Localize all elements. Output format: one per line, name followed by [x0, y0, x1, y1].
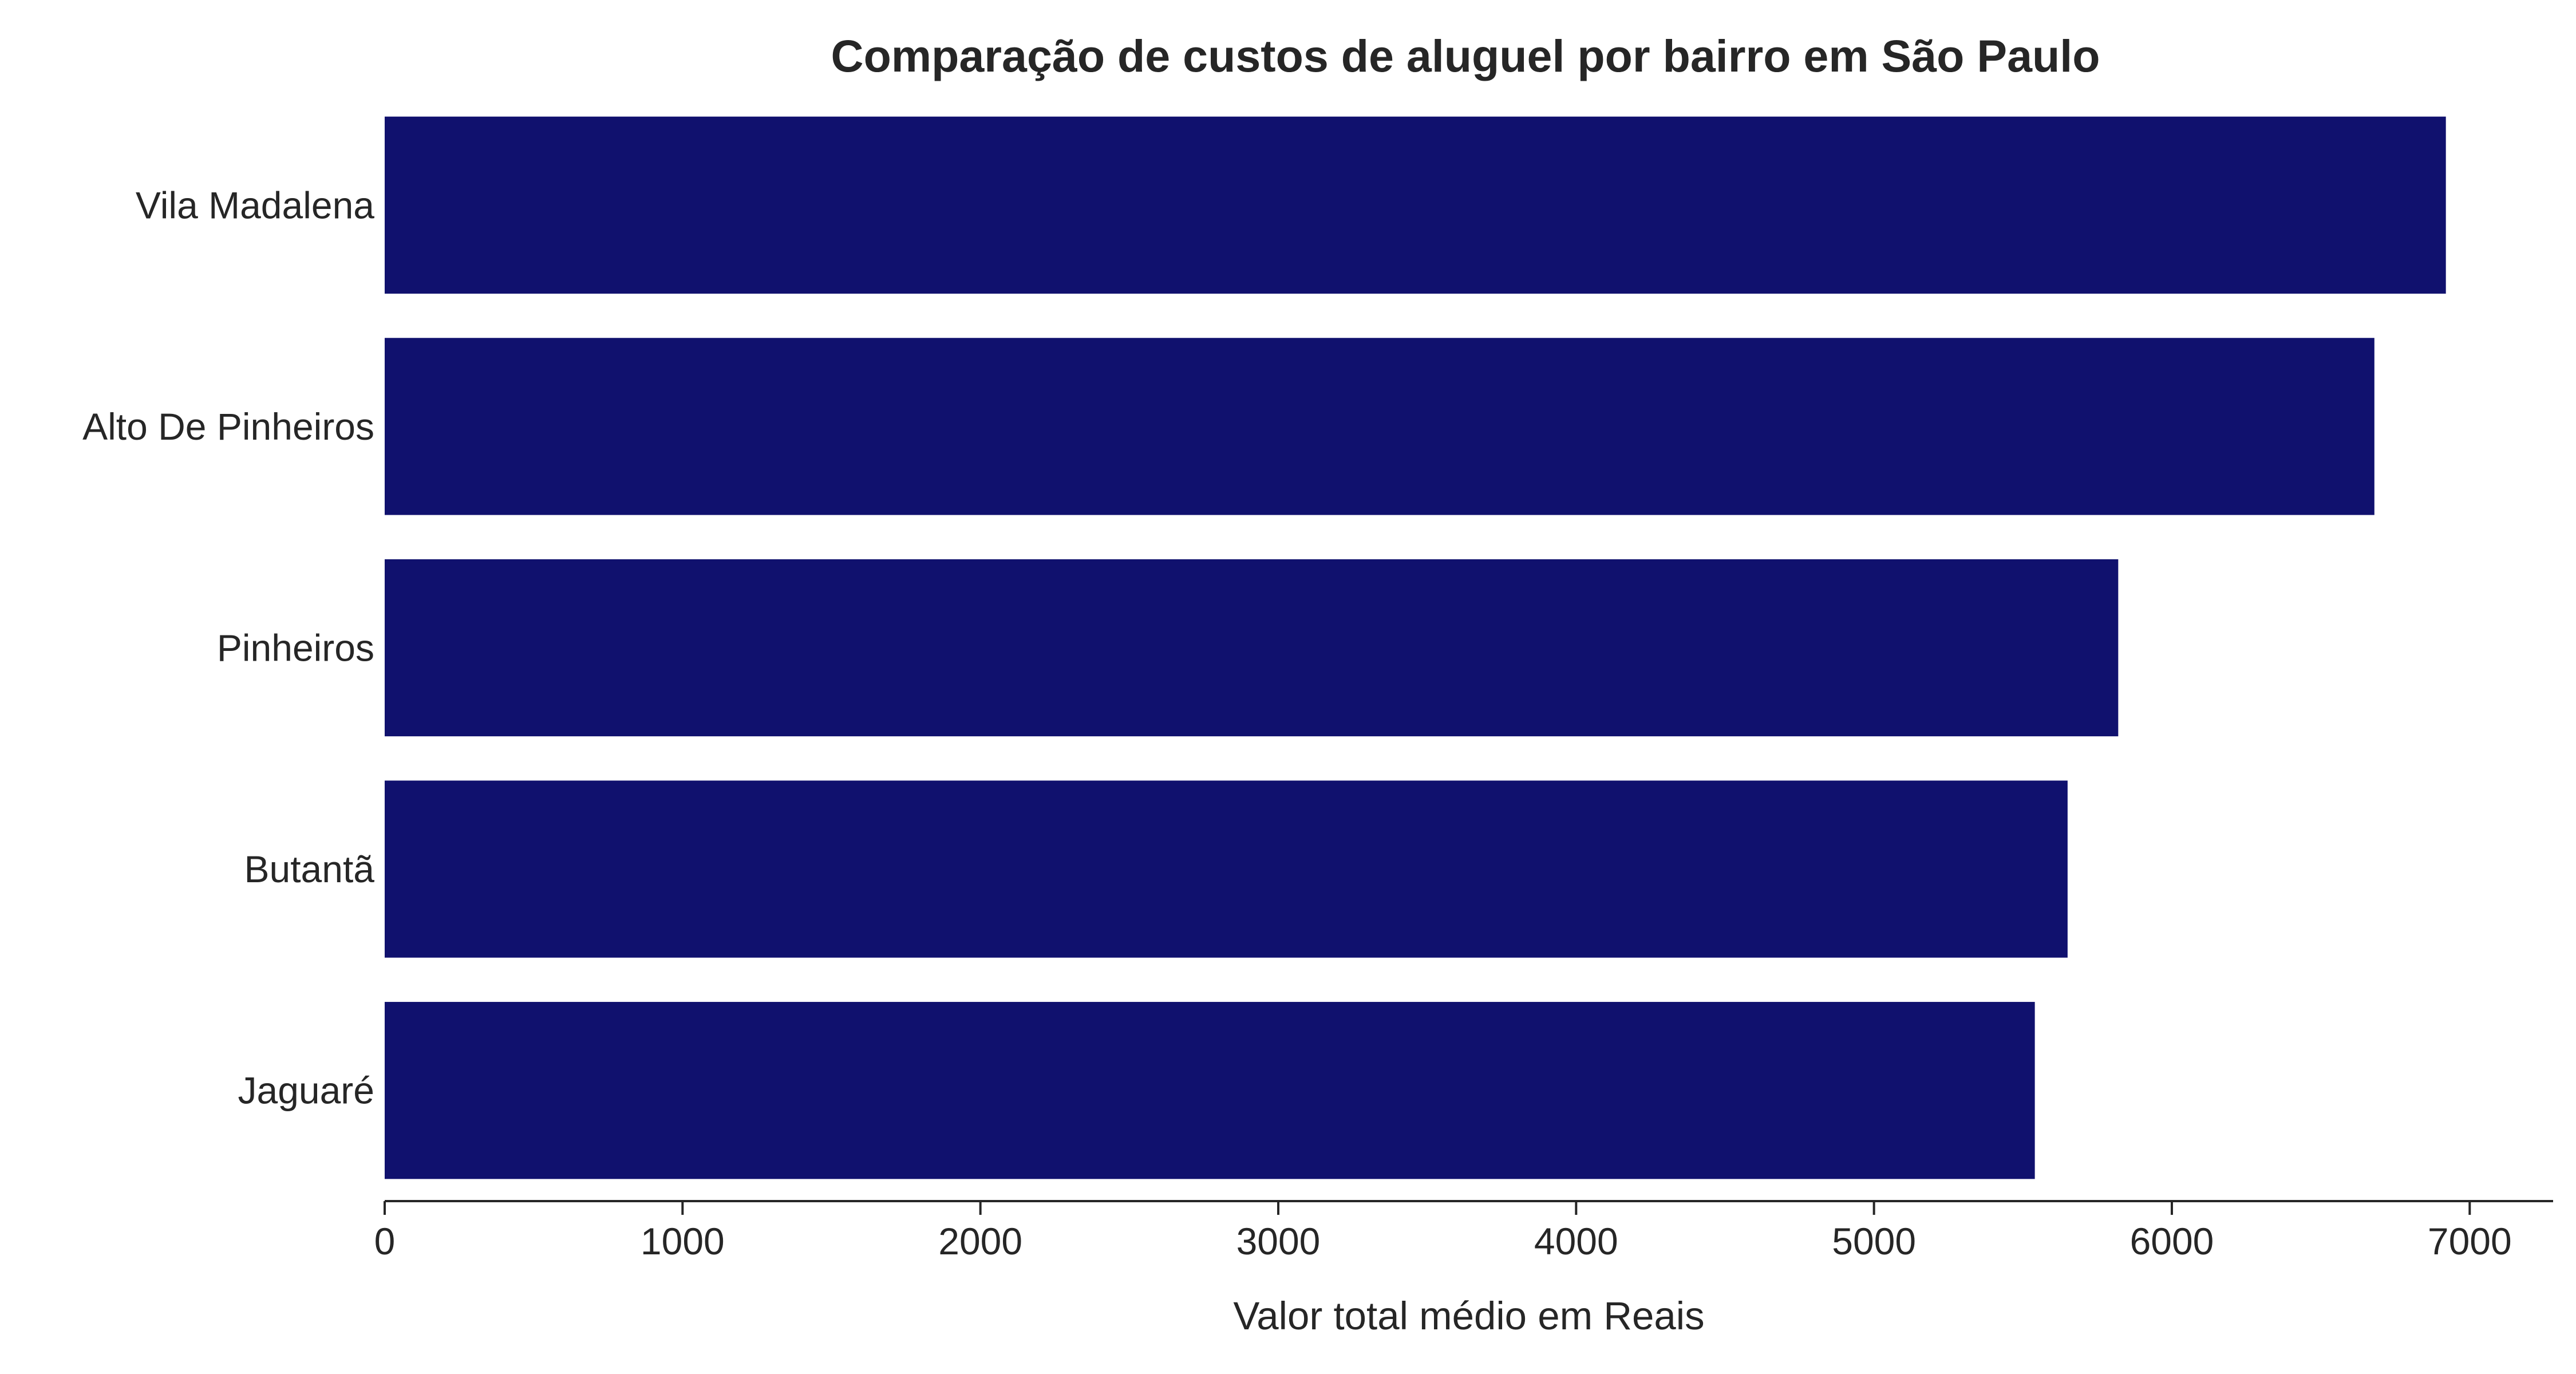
bar-1 [385, 338, 2374, 515]
y-tick-labels: Vila Madalena Alto De Pinheiros Pinheiros B… [82, 184, 374, 1111]
bars-group [385, 116, 2446, 1179]
x-tick-label: 3000 [1236, 1220, 1321, 1262]
y-tick-label: Jaguaré [238, 1069, 374, 1112]
y-tick-label: Alto De Pinheiros [82, 405, 374, 448]
y-tick-label: Pinheiros [217, 627, 374, 669]
bar-2 [385, 559, 2119, 737]
x-tick-label: 7000 [2428, 1220, 2512, 1262]
y-tick-label: Vila Madalena [136, 184, 374, 226]
bar-3 [385, 780, 2068, 958]
x-tick-label: 6000 [2130, 1220, 2214, 1262]
y-tick-label: Butantã [244, 848, 374, 890]
chart-title: Comparação de custos de aluguel por bair… [831, 30, 2100, 81]
x-tick-label: 0 [374, 1220, 396, 1262]
x-ticks: 0 1000 2000 3000 4000 5000 6000 7000 [374, 1201, 2512, 1262]
bar-4 [385, 1002, 2035, 1179]
x-tick-label: 4000 [1534, 1220, 1618, 1262]
bar-0 [385, 116, 2446, 294]
x-tick-label: 1000 [641, 1220, 725, 1262]
x-axis-label: Valor total médio em Reais [1233, 1294, 1704, 1338]
x-tick-label: 5000 [1832, 1220, 1916, 1262]
x-tick-label: 2000 [938, 1220, 1022, 1262]
